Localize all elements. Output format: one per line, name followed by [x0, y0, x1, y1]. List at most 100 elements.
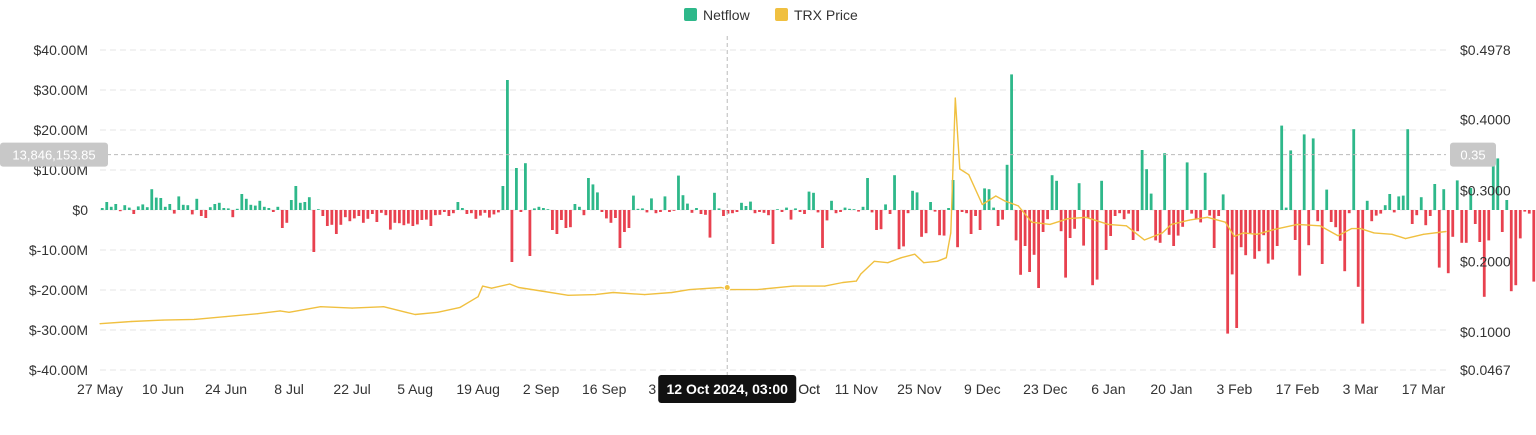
netflow-bar-233 [1149, 193, 1153, 210]
netflow-bar-36 [262, 206, 266, 210]
netflow-bar-97 [537, 206, 541, 210]
netflow-bar-290 [1406, 129, 1410, 210]
netflow-bar-15 [168, 204, 172, 210]
left-tick-label-5: $-10.00M [29, 242, 88, 258]
netflow-bar-135 [708, 210, 712, 238]
netflow-bar-184 [929, 202, 932, 210]
netflow-bar-287 [1392, 210, 1396, 213]
netflow-bar-108 [587, 178, 590, 210]
netflow-bar-286 [1388, 194, 1392, 210]
price-point-18 [509, 283, 511, 285]
x-tick-label-0: 27 May [77, 381, 123, 397]
netflow-bar-111 [600, 210, 604, 212]
netflow-bar-246 [1208, 210, 1212, 216]
netflow-bar-237 [1167, 210, 1171, 235]
price-point-47 [995, 195, 997, 197]
price-point-59 [1188, 219, 1190, 221]
netflow-bar-183 [924, 210, 928, 234]
x-tick-label-16: 6 Jan [1091, 381, 1125, 397]
x-tick-label-11: Oct [798, 381, 820, 397]
netflow-bar-301 [1455, 180, 1459, 210]
netflow-bar-281 [1365, 200, 1369, 210]
netflow-bar-148 [767, 210, 770, 216]
netflow-bar-99 [546, 209, 550, 210]
netflow-bar-180 [911, 190, 914, 210]
netflow-bar-202 [1010, 74, 1013, 211]
netflow-bar-168 [857, 210, 860, 212]
netflow-bar-155 [798, 210, 802, 212]
price-point-34 [860, 273, 862, 275]
netflow-bar-68 [406, 210, 410, 224]
netflow-bar-4 [118, 210, 122, 212]
netflow-bar-93 [519, 210, 523, 212]
netflow-bar-308 [1487, 210, 1491, 241]
price-point-29 [756, 289, 758, 291]
netflow-bar-119 [636, 208, 640, 210]
netflow-bar-67 [402, 210, 406, 226]
netflow-bar-56 [352, 210, 356, 219]
netflow-bar-267 [1302, 134, 1306, 210]
netflow-bar-79 [456, 202, 460, 210]
netflow-bar-147 [762, 210, 766, 213]
netflow-bar-231 [1140, 150, 1144, 210]
price-point-50 [1031, 221, 1033, 223]
netflow-bar-276 [1343, 210, 1347, 272]
netflow-bar-266 [1298, 210, 1302, 276]
right-tick-label-2: $0.3000 [1460, 182, 1511, 198]
netflow-bar-132 [695, 208, 698, 210]
price-point-2 [162, 319, 164, 321]
netflow-bar-298 [1442, 189, 1446, 210]
netflow-bar-203 [1014, 210, 1018, 241]
netflow-bar-273 [1329, 210, 1333, 222]
netflow-bar-232 [1145, 169, 1149, 210]
price-point-9 [351, 307, 353, 309]
x-tick-label-1: 10 Jun [142, 381, 184, 397]
netflow-bar-94 [524, 163, 527, 210]
price-point-42 [950, 232, 952, 234]
netflow-bar-89 [501, 186, 505, 210]
netflow-bar-293 [1419, 197, 1423, 210]
right-tick-label-5: $0.0467 [1460, 362, 1511, 378]
netflow-bar-211 [1050, 175, 1054, 210]
price-point-17 [491, 287, 493, 289]
price-point-30 [792, 285, 794, 287]
netflow-bar-14 [163, 206, 167, 210]
netflow-bar-30 [235, 208, 239, 210]
netflow-bar-221 [1095, 210, 1099, 280]
netflow-bar-312 [1505, 200, 1509, 210]
netflow-bar-27 [222, 208, 226, 210]
netflow-bar-127 [672, 210, 676, 211]
price-point-19 [518, 286, 520, 289]
price-point-46 [981, 203, 983, 206]
netflow-bar-41 [285, 210, 289, 223]
netflow-bar-296 [1433, 184, 1437, 210]
right-axis-ticks: $0.4978 $0.4000 $0.3000 $0.2000 $0.1000 $0.04… [1460, 42, 1511, 378]
netflow-bar-112 [605, 210, 608, 219]
x-tick-label-4: 22 Jul [333, 381, 370, 397]
netflow-bar-28 [226, 208, 230, 210]
x-tick-label-9: 3 [648, 381, 656, 397]
netflow-bar-16 [172, 210, 176, 214]
netflow-bar-192 [965, 210, 968, 214]
right-tick-label-4: $0.1000 [1460, 324, 1511, 340]
left-tick-label-2: $20.00M [34, 122, 88, 138]
netflow-bar-90 [506, 80, 509, 210]
netflow-bar-209 [1041, 210, 1045, 232]
netflow-bar-270 [1316, 210, 1320, 222]
price-point-40 [936, 260, 938, 262]
netflow-bar-72 [424, 210, 428, 220]
x-tick-label-3: 8 Jul [274, 381, 304, 397]
netflow-bar-188 [947, 208, 950, 210]
netflow-bar-158 [812, 192, 815, 210]
price-point-72 [1391, 233, 1393, 235]
netflow-bar-101 [555, 210, 559, 234]
netflow-bar-152 [785, 207, 788, 210]
price-point-13 [437, 311, 439, 313]
netflow-bar-77 [447, 210, 451, 216]
netflow-bar-18 [181, 204, 185, 210]
price-point-12 [414, 313, 416, 316]
netflow-bar-141 [735, 210, 739, 212]
netflow-bar-84 [479, 210, 482, 216]
